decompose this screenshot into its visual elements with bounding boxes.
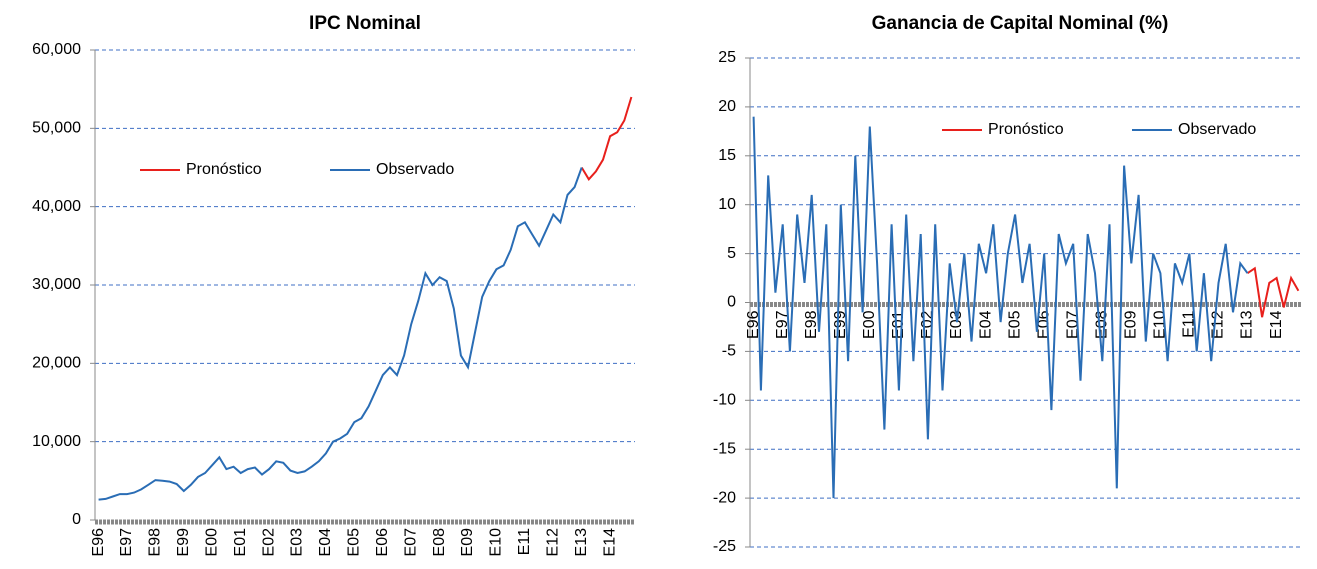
x-tick-label: E10 <box>488 528 505 557</box>
x-tick-label: E09 <box>459 528 476 557</box>
x-tick-label: E14 <box>1268 310 1285 339</box>
x-tick-label: E13 <box>573 528 590 557</box>
legend-label: Observado <box>1178 121 1256 138</box>
x-tick-label: E03 <box>948 310 965 339</box>
x-tick-label: E96 <box>745 310 762 339</box>
x-tick-label: E02 <box>919 310 936 339</box>
x-tick-label: E96 <box>90 528 107 557</box>
x-tick-label: E02 <box>260 528 277 557</box>
x-tick-label: E01 <box>232 528 249 557</box>
x-tick-label: E03 <box>289 528 306 557</box>
y-tick-label: -25 <box>713 538 736 555</box>
chart-panel: IPC Nominal 0 10,000 20,000 30,000 40,000 50,0… <box>32 13 635 556</box>
y-tick-label: -15 <box>713 440 736 457</box>
data-line <box>1246 266 1300 318</box>
legend-label: Pronóstico <box>988 121 1064 138</box>
x-tick-label: E08 <box>1093 310 1110 339</box>
y-tick-label: 30,000 <box>32 276 81 293</box>
y-tick-label: 60,000 <box>32 41 81 58</box>
x-tick-label: E99 <box>175 528 192 557</box>
x-tick-label: E06 <box>374 528 391 557</box>
y-tick-label: 20 <box>718 98 736 115</box>
y-tick-label: 5 <box>727 245 736 262</box>
x-tick-label: E08 <box>431 528 448 557</box>
x-tick-label: E98 <box>803 310 820 339</box>
x-tick-label: E12 <box>545 528 562 557</box>
data-line <box>580 96 633 181</box>
y-tick-label: -10 <box>713 392 736 409</box>
x-tick-label: E99 <box>832 310 849 339</box>
x-tick-label: E04 <box>317 528 334 557</box>
x-tick-label: E13 <box>1239 310 1256 339</box>
x-tick-label: E11 <box>516 528 533 555</box>
legend-label: Pronóstico <box>186 161 262 178</box>
x-tick-label: E05 <box>1006 310 1023 339</box>
y-tick-label: 20,000 <box>32 355 81 372</box>
x-tick-label: E00 <box>203 528 220 557</box>
data-line <box>98 167 583 501</box>
x-tick-label: E01 <box>890 310 907 339</box>
y-tick-label: 10,000 <box>32 433 81 450</box>
y-tick-label: 40,000 <box>32 198 81 215</box>
x-tick-label: E97 <box>118 528 135 557</box>
x-tick-label: E00 <box>861 310 878 339</box>
data-line <box>752 116 1249 499</box>
chart-title: Ganancia de Capital Nominal (%) <box>872 13 1169 34</box>
x-tick-label: E98 <box>147 528 164 557</box>
y-tick-label: 25 <box>718 49 736 66</box>
y-tick-label: 15 <box>718 147 736 164</box>
chart-panel: Ganancia de Capital Nominal (%) -25 -20 -15… <box>713 13 1302 555</box>
x-tick-label: E12 <box>1210 310 1227 339</box>
y-tick-label: 0 <box>727 294 736 311</box>
legend-label: Observado <box>376 161 454 178</box>
x-tick-label: E04 <box>977 310 994 339</box>
y-tick-label: -20 <box>713 489 736 506</box>
x-tick-label: E05 <box>346 528 363 557</box>
y-tick-label: 50,000 <box>32 120 81 137</box>
y-tick-label: 0 <box>72 511 81 528</box>
x-tick-label: E09 <box>1123 310 1140 339</box>
x-tick-label: E07 <box>402 528 419 557</box>
y-tick-label: -5 <box>722 343 736 360</box>
x-tick-label: E14 <box>601 528 618 557</box>
x-tick-label: E97 <box>774 310 791 339</box>
chart-title: IPC Nominal <box>309 13 421 34</box>
y-tick-label: 10 <box>718 196 736 213</box>
